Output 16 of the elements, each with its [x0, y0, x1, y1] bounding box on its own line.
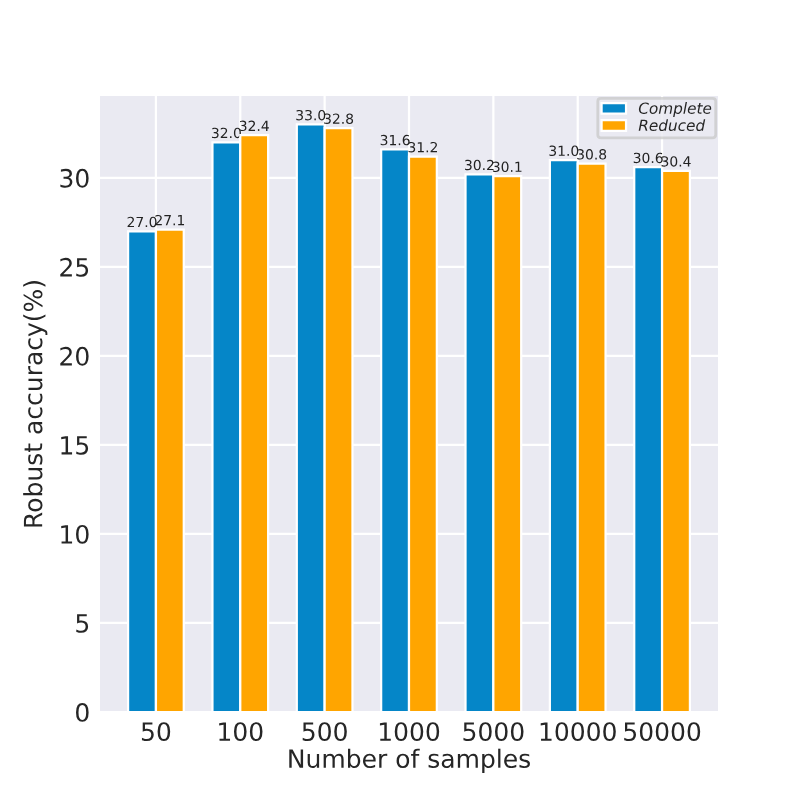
- x-tick-label: 50: [141, 722, 171, 742]
- y-axis-title: Robust accuracy(%): [23, 281, 48, 527]
- x-tick-label: 10000: [540, 722, 616, 742]
- x-axis-title: Number of samples: [289, 748, 530, 773]
- y-tick-label: 10: [61, 524, 89, 544]
- y-tick-label: 5: [76, 614, 89, 633]
- x-tick-label: 1000: [379, 722, 440, 742]
- y-tick-label: 20: [60, 346, 89, 366]
- x-tick-label: 50000: [624, 722, 701, 742]
- x-tick-label: 500: [302, 722, 347, 742]
- y-tick-label: 30: [60, 168, 89, 188]
- y-tick-label: 15: [61, 436, 89, 455]
- y-tick-label: 25: [60, 257, 89, 277]
- y-tick-label: 0: [76, 702, 89, 722]
- x-tick-label: 5000: [463, 722, 524, 742]
- x-tick-label: 100: [219, 722, 263, 742]
